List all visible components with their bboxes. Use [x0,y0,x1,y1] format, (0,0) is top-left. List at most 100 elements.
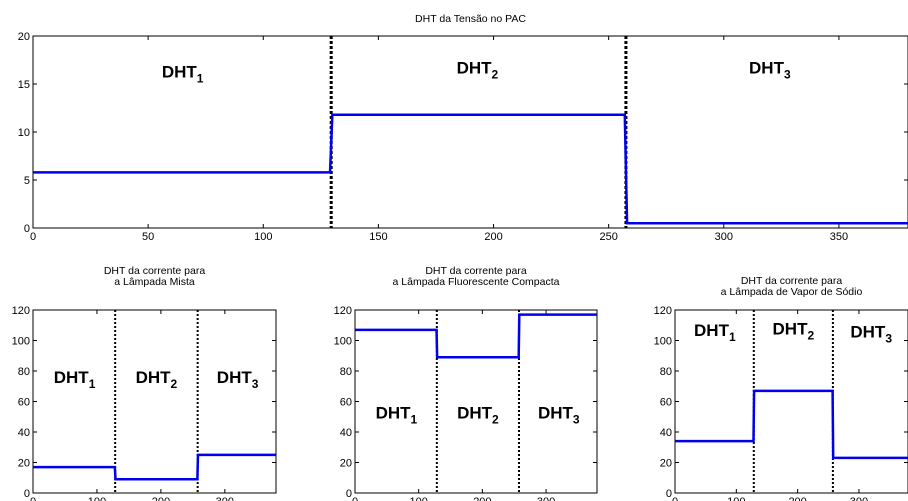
region-label-subscript: 1 [411,412,418,426]
series-line [675,389,908,460]
region-label-base: DHT [376,403,412,422]
region-label-subscript: 3 [252,377,259,391]
region-label: DHT3 [850,322,892,345]
region-label: DHT1 [376,403,418,426]
chart-title-line: DHT da corrente para [741,275,843,287]
region-label-subscript: 3 [573,412,580,426]
x-tick-label: 0 [672,496,678,501]
x-tick-label: 100 [88,496,106,501]
series-line [33,113,908,225]
y-tick-label: 120 [12,305,30,317]
x-tick-label: 200 [484,231,502,243]
region-label: DHT1 [162,62,204,85]
region-label-base: DHT [457,403,493,422]
y-tick-label: 10 [18,127,30,139]
region-label-subscript: 2 [171,377,178,391]
x-tick-label: 100 [727,496,745,501]
region-label-subscript: 2 [492,412,499,426]
region-label-base: DHT [54,368,90,387]
y-tick-label: 60 [660,397,672,409]
series-line [355,313,597,359]
y-tick-label: 40 [340,427,352,439]
x-tick-label: 200 [788,496,806,501]
region-label-base: DHT [773,319,809,338]
x-tick-label: 300 [850,496,868,501]
x-tick-label: 50 [142,231,154,243]
region-label: DHT2 [136,368,178,391]
y-tick-label: 100 [654,336,672,348]
x-tick-label: 100 [254,231,272,243]
axes-frame [32,309,277,494]
x-tick-label: 350 [830,231,848,243]
x-tick-label: 250 [599,231,617,243]
chart-title-line: a Lâmpada de Vapor de Sódio [721,286,863,298]
y-tick-label: 20 [660,458,672,470]
region-label: DHT3 [217,368,259,391]
region-label-subscript: 2 [492,67,499,81]
region-label-base: DHT [538,403,574,422]
y-tick-label: 120 [654,305,672,317]
x-tick-label: 200 [473,496,491,501]
region-label: DHT3 [749,58,791,81]
region-label-base: DHT [850,322,886,341]
x-tick-label: 300 [537,496,555,501]
region-label-subscript: 1 [197,71,204,85]
region-label-subscript: 2 [807,328,814,342]
y-tick-label: 0 [24,223,30,235]
region-label-subscript: 1 [729,330,736,344]
y-tick-label: 20 [340,458,352,470]
y-tick-label: 60 [18,397,30,409]
region-label-base: DHT [694,321,730,340]
y-tick-label: 100 [12,336,30,348]
y-tick-label: 40 [18,427,30,439]
y-tick-label: 80 [340,366,352,378]
region-label-subscript: 3 [885,331,892,345]
region-label-base: DHT [162,62,198,81]
chart-title-line: DHT da corrente para [425,265,527,277]
region-label: DHT1 [694,321,736,344]
x-tick-label: 0 [352,496,358,501]
region-label: DHT2 [457,403,499,426]
y-tick-label: 40 [660,427,672,439]
region-label-base: DHT [136,368,172,387]
chart-title-line: DHT da corrente para [104,265,206,277]
region-label: DHT3 [538,403,580,426]
y-tick-label: 20 [18,31,30,43]
region-label-subscript: 1 [89,377,96,391]
region-label: DHT2 [457,58,499,81]
chart-title-line: DHT da Tensão no PAC [415,13,526,25]
x-tick-label: 0 [30,231,36,243]
region-label-base: DHT [217,368,253,387]
y-tick-label: 15 [18,79,30,91]
y-tick-label: 60 [340,397,352,409]
x-tick-label: 300 [715,231,733,243]
x-tick-label: 300 [216,496,234,501]
series-line [33,453,276,481]
region-label: DHT2 [773,319,815,342]
region-label-base: DHT [749,58,785,77]
axes-frame [354,309,598,494]
y-tick-label: 0 [346,488,352,500]
region-label-base: DHT [457,58,493,77]
region-label-subscript: 3 [784,67,791,81]
y-tick-label: 80 [18,366,30,378]
chart-title-line: a Lâmpada Mista [114,276,195,288]
x-tick-label: 150 [369,231,387,243]
x-tick-label: 200 [152,496,170,501]
y-tick-label: 120 [334,305,352,317]
y-tick-label: 20 [18,458,30,470]
chart-title-line: a Lâmpada Fluorescente Compacta [393,276,560,288]
y-tick-label: 80 [660,366,672,378]
y-tick-label: 5 [24,175,30,187]
x-tick-label: 0 [30,496,36,501]
y-tick-label: 0 [24,488,30,500]
region-label: DHT1 [54,368,96,391]
y-tick-label: 0 [666,488,672,500]
y-tick-label: 100 [334,336,352,348]
x-tick-label: 100 [410,496,428,501]
